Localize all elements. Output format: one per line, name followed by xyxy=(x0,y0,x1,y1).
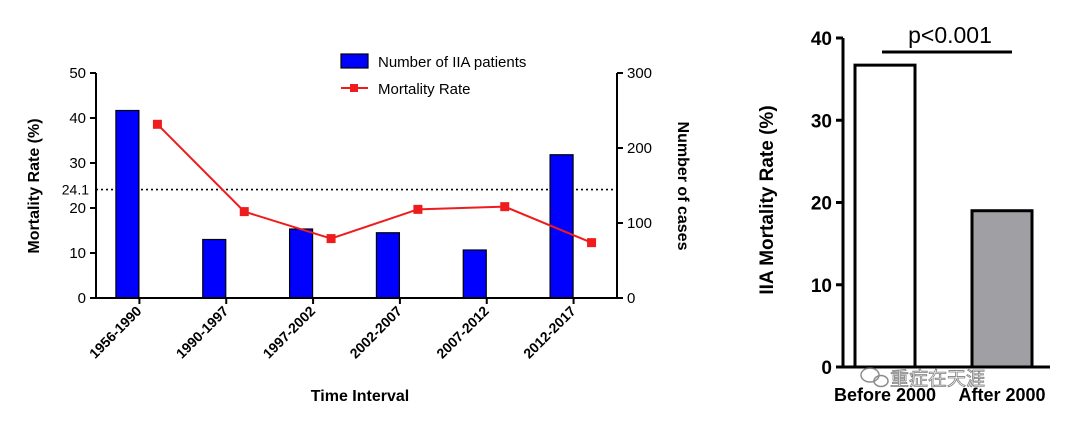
y-right-tick-label: 300 xyxy=(627,65,652,82)
y-tick-label: 30 xyxy=(811,111,832,132)
mortality-point-2007-2012 xyxy=(500,202,510,212)
comparison-layer: 0 10 20 30 40 IIA Mortality Rate (%) Before 20… xyxy=(757,22,1050,405)
x-tick-label: Before 2000 xyxy=(834,385,936,405)
y-tick-label: 40 xyxy=(811,29,832,50)
mortality-point-2012-2017 xyxy=(587,238,597,248)
x-tick-label: 2002-2007 xyxy=(346,303,405,362)
bar-before-2000 xyxy=(853,63,917,369)
bar-1956-1990 xyxy=(115,109,140,299)
mortality-cases-chart: 24.1 0 10 20 30 40 50 0 100 200 300 1956-1990 1990-… xyxy=(26,53,691,405)
x-tick-label: 2007-2012 xyxy=(433,303,492,362)
mortality-rate-line xyxy=(156,123,592,244)
bar-1997-2002 xyxy=(288,228,314,299)
watermark: 重症在天涯 xyxy=(860,367,985,390)
watermark-text: 重症在天涯 xyxy=(890,368,985,390)
legend-bar-label: Number of IIA patients xyxy=(378,54,526,71)
y-left-tick-label: 50 xyxy=(69,65,86,82)
legend: Number of IIA patients Mortality Rate xyxy=(340,53,526,98)
y-tick-label: 20 xyxy=(811,194,832,215)
y-left-tick-label: 10 xyxy=(69,245,86,262)
x-tick-label: 1956-1990 xyxy=(86,303,145,362)
y-tick-label: 10 xyxy=(811,276,832,297)
y-axis-title: IIA Mortality Rate (%) xyxy=(757,105,778,294)
x-tick-label: After 2000 xyxy=(958,385,1045,405)
y-right-tick-label: 0 xyxy=(627,290,635,307)
x-axis-title: Time Interval xyxy=(311,388,409,405)
y-left-tick-label: 20 xyxy=(69,200,86,217)
y-axis-right-title: Number of cases xyxy=(674,122,691,251)
x-tick-label: 1997-2002 xyxy=(260,303,319,362)
y-left-tick-label: 30 xyxy=(69,155,86,172)
line-layer xyxy=(152,119,597,248)
y-left-tick-label: 40 xyxy=(69,110,86,127)
wechat-icon xyxy=(860,367,889,388)
mortality-point-1990-1997 xyxy=(239,207,249,217)
y-axis-left-title: Mortality Rate (%) xyxy=(26,118,43,253)
reference-line-layer: 24.1 xyxy=(62,182,617,198)
mortality-point-1997-2002 xyxy=(326,234,336,244)
significance-label: p<0.001 xyxy=(908,22,992,48)
reference-line-label: 24.1 xyxy=(62,182,89,198)
legend-bar-swatch xyxy=(340,53,369,69)
wechat-bubble-large xyxy=(860,367,880,383)
x-tick-label: 1990-1997 xyxy=(173,303,232,362)
y-left-tick-label: 0 xyxy=(78,290,86,307)
legend-line-label: Mortality Rate xyxy=(378,81,471,98)
wechat-bubble-small xyxy=(873,374,889,388)
bar-1990-1997 xyxy=(202,238,227,299)
y-right-tick-label: 100 xyxy=(627,215,652,232)
y-tick-label: 0 xyxy=(821,358,832,379)
mortality-comparison-chart: 0 10 20 30 40 IIA Mortality Rate (%) Before 20… xyxy=(757,22,1050,405)
bar-after-2000 xyxy=(970,209,1034,369)
bar-2002-2007 xyxy=(375,232,401,299)
legend-line-marker xyxy=(350,84,358,92)
x-tick-label: 2012-2017 xyxy=(520,303,579,362)
mortality-point-2002-2007 xyxy=(413,204,423,214)
y-right-tick-label: 200 xyxy=(627,140,652,157)
mortality-point-1956-1990 xyxy=(152,119,162,129)
bar-2007-2012 xyxy=(462,249,487,299)
